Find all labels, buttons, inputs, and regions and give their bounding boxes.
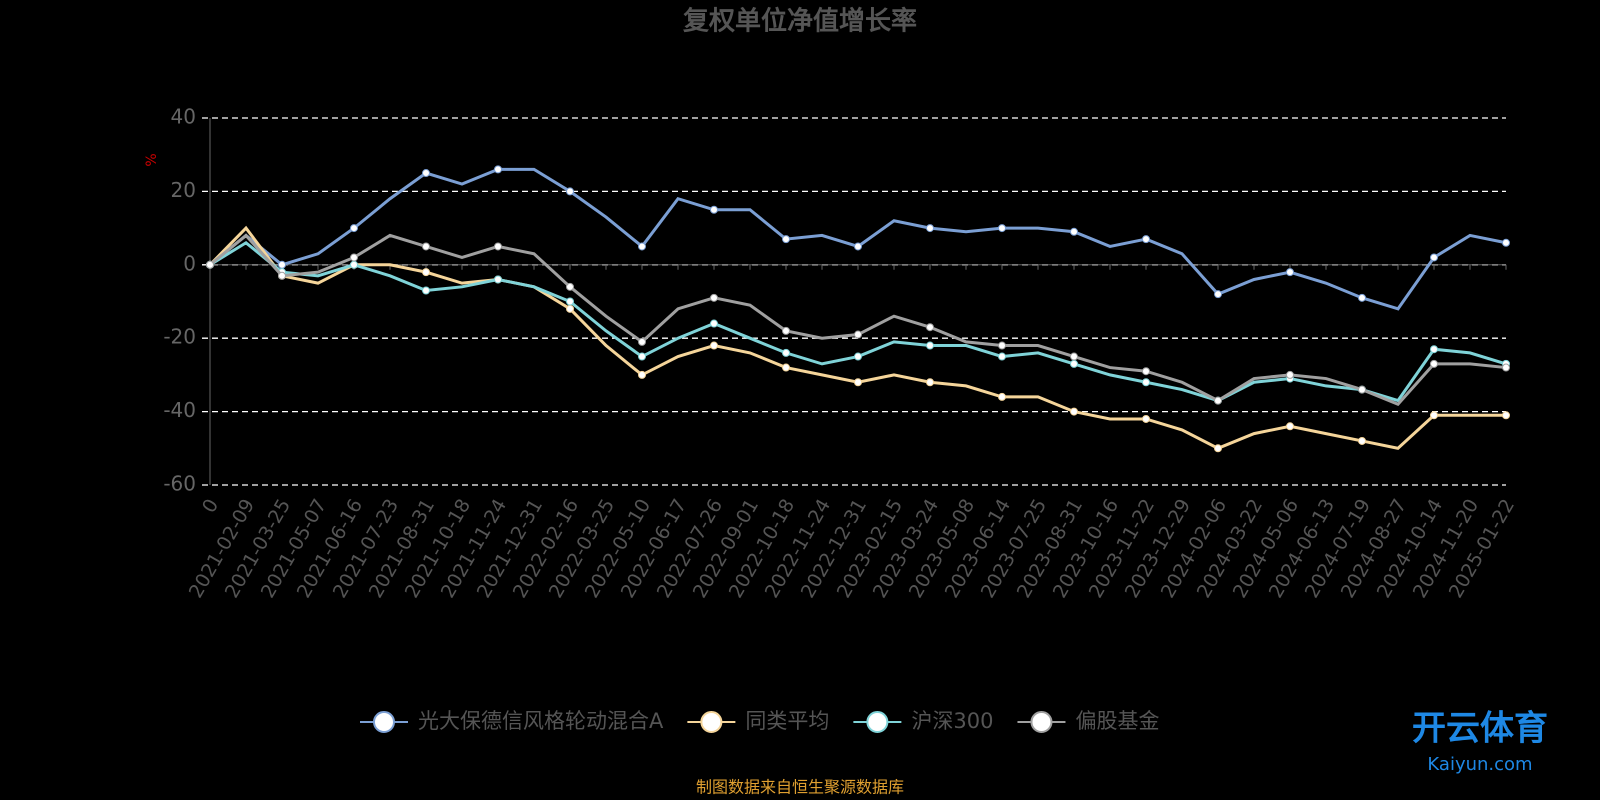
point xyxy=(926,323,934,332)
point xyxy=(1286,268,1294,277)
point xyxy=(638,337,646,346)
point xyxy=(494,242,502,251)
point xyxy=(350,224,358,233)
point xyxy=(1142,367,1150,376)
point xyxy=(350,253,358,262)
point xyxy=(638,370,646,379)
point xyxy=(1358,385,1366,394)
point xyxy=(566,297,574,306)
chart-title: 复权单位净值增长率 xyxy=(683,6,917,37)
legend-label: 偏股基金 xyxy=(1075,709,1159,733)
point xyxy=(638,352,646,361)
point xyxy=(710,341,718,350)
point xyxy=(1358,436,1366,445)
point xyxy=(926,378,934,387)
legend-label: 同类平均 xyxy=(745,709,829,733)
point xyxy=(710,293,718,302)
legend-label: 沪深300 xyxy=(911,709,993,733)
point xyxy=(998,224,1006,233)
point xyxy=(1142,235,1150,244)
point xyxy=(782,348,790,357)
point xyxy=(566,304,574,313)
point xyxy=(1214,444,1222,453)
point xyxy=(566,187,574,196)
point xyxy=(1502,363,1510,372)
point xyxy=(1142,414,1150,423)
point xyxy=(1430,345,1438,354)
point xyxy=(350,260,358,269)
point xyxy=(422,242,430,251)
legend-label: 光大保德信风格轮动混合A xyxy=(418,709,664,733)
point xyxy=(782,235,790,244)
point xyxy=(710,319,718,328)
point xyxy=(1214,396,1222,405)
point xyxy=(782,326,790,335)
y-axis-label: % xyxy=(144,153,160,166)
legend-marker xyxy=(700,711,723,733)
point xyxy=(710,205,718,214)
point xyxy=(1286,422,1294,431)
point xyxy=(1430,359,1438,368)
point xyxy=(206,260,214,269)
y-tick-label: 0 xyxy=(183,251,196,275)
point xyxy=(998,392,1006,401)
y-tick-label: 40 xyxy=(171,105,196,129)
y-tick-label: 20 xyxy=(171,178,196,202)
watermark: 开云体育 xyxy=(1412,709,1548,749)
watermark-url: Kaiyun.com xyxy=(1427,754,1532,775)
point xyxy=(998,341,1006,350)
point xyxy=(1430,411,1438,420)
point xyxy=(1214,290,1222,299)
point xyxy=(1502,238,1510,247)
point xyxy=(1430,253,1438,262)
point xyxy=(782,363,790,372)
y-tick-label: -40 xyxy=(163,398,196,422)
legend-marker xyxy=(1030,711,1053,733)
point xyxy=(278,271,286,280)
point xyxy=(926,341,934,350)
point xyxy=(1070,407,1078,416)
point xyxy=(638,242,646,251)
point xyxy=(494,165,502,174)
point xyxy=(1142,378,1150,387)
legend-marker xyxy=(373,711,395,733)
point xyxy=(1286,370,1294,379)
point xyxy=(1358,293,1366,302)
point xyxy=(1070,359,1078,368)
point xyxy=(1502,411,1510,420)
point xyxy=(422,268,430,277)
point xyxy=(566,282,574,291)
point xyxy=(854,330,862,339)
point xyxy=(854,352,862,361)
point xyxy=(926,224,934,233)
point xyxy=(1070,352,1078,361)
y-tick-label: -60 xyxy=(163,472,196,496)
legend: 光大保德信风格轮动混合A 同类平均 沪深300 偏股基金 xyxy=(360,709,1159,733)
point xyxy=(1070,227,1078,236)
legend-marker xyxy=(866,711,889,733)
point xyxy=(278,260,286,269)
point xyxy=(854,378,862,387)
y-tick-label: -20 xyxy=(163,325,196,349)
point xyxy=(998,352,1006,361)
source-note: 制图数据来自恒生聚源数据库 xyxy=(696,778,904,797)
point xyxy=(422,286,430,295)
point xyxy=(422,169,430,178)
point xyxy=(494,275,502,284)
point xyxy=(854,242,862,251)
